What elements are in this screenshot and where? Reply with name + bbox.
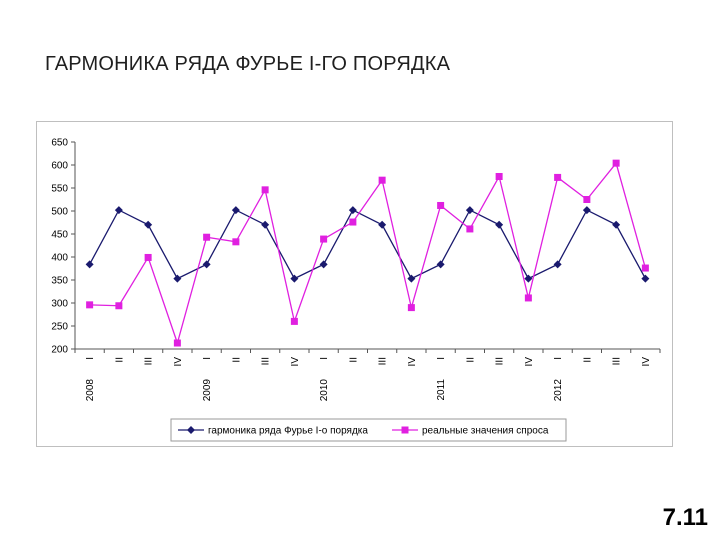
x-category-label: III (612, 357, 623, 365)
y-tick-label: 300 (51, 299, 68, 310)
series-2-point (378, 176, 386, 184)
y-tick-label: 600 (51, 161, 68, 172)
y-tick-label: 200 (51, 345, 68, 356)
series-1-point (144, 220, 153, 229)
series-2-point (86, 301, 94, 309)
x-category-label: I (85, 357, 96, 360)
series-line-1 (89, 209, 646, 280)
series-1-point (231, 206, 240, 215)
series-2-point (290, 317, 298, 325)
x-year-label: 2012 (553, 379, 564, 402)
x-category-label: I (436, 357, 447, 360)
x-category-label: IV (173, 357, 184, 367)
slide-title: ГАРМОНИКА РЯДА ФУРЬЕ I-ГО ПОРЯДКА (45, 53, 451, 75)
series-1-point (261, 220, 270, 229)
series-1-point (378, 220, 387, 229)
series-1-point (290, 274, 299, 283)
y-tick-label: 400 (51, 253, 68, 264)
series-1-point (202, 260, 211, 269)
x-year-label: 2010 (319, 379, 330, 402)
x-category-label: IV (524, 357, 535, 367)
x-category-label: III (495, 357, 506, 365)
series-1-point (524, 274, 533, 283)
series-1-point (641, 274, 650, 283)
series-2-point (407, 304, 415, 312)
x-category-label: I (553, 357, 564, 360)
x-category-label: III (261, 357, 272, 365)
x-category-label: IV (641, 357, 652, 367)
x-category-label: III (144, 357, 155, 365)
series-2-point (641, 264, 649, 272)
series-2-point (232, 238, 240, 246)
series-1-point (85, 260, 94, 269)
series-1-point (319, 260, 328, 269)
series-2-point (612, 159, 620, 167)
y-tick-label: 550 (51, 184, 68, 195)
series-2-point (173, 339, 181, 347)
chart-frame (36, 121, 673, 447)
legend-box (170, 418, 567, 442)
series-2-point (320, 235, 328, 243)
series-1-point (553, 260, 562, 269)
series-1-point (582, 206, 591, 215)
x-category-label: III (378, 357, 389, 365)
legend-label-2: реальные значения спроса (422, 426, 549, 437)
x-year-label: 2009 (202, 379, 213, 402)
y-tick-label: 250 (51, 322, 68, 333)
series-2-point (583, 196, 591, 203)
x-year-label: 2011 (436, 379, 447, 401)
x-category-label: II (114, 357, 125, 363)
series-2-point (203, 233, 211, 241)
y-tick-label: 450 (51, 230, 68, 241)
series-2-point (144, 253, 152, 261)
series-1-point (436, 260, 445, 269)
x-category-label: II (231, 357, 242, 363)
y-tick-label: 650 (51, 138, 68, 149)
series-2-point (349, 218, 357, 226)
series-1-point (612, 220, 621, 229)
series-1-point (495, 220, 504, 229)
series-1-point (348, 206, 357, 215)
series-2-point (554, 173, 562, 181)
series-2-point (466, 225, 474, 233)
series-1-point (114, 206, 123, 215)
y-tick-label: 500 (51, 207, 68, 218)
x-category-label: II (465, 357, 476, 363)
x-category-label: II (348, 357, 359, 363)
series-1-point (407, 274, 416, 283)
x-category-label: IV (407, 357, 418, 367)
x-category-label: II (582, 357, 593, 363)
legend-label-1: гармоника ряда Фурье I-о порядка (208, 426, 368, 437)
series-line-2 (89, 161, 647, 346)
x-category-label: I (202, 357, 213, 360)
legend-marker-1 (187, 426, 195, 434)
legend-marker-2 (401, 426, 409, 434)
series-1-point (173, 274, 182, 283)
series-1-point (465, 206, 474, 215)
series-2-point (261, 186, 269, 194)
series-2-point (437, 201, 445, 209)
series-2-point (524, 294, 532, 302)
x-category-label: IV (290, 357, 301, 367)
series-2-point (115, 302, 123, 310)
x-category-label: I (319, 357, 330, 360)
slide-number: 7.11 (662, 504, 708, 531)
x-year-label: 2008 (85, 379, 96, 402)
series-2-point (495, 173, 503, 180)
y-tick-label: 350 (51, 276, 68, 287)
